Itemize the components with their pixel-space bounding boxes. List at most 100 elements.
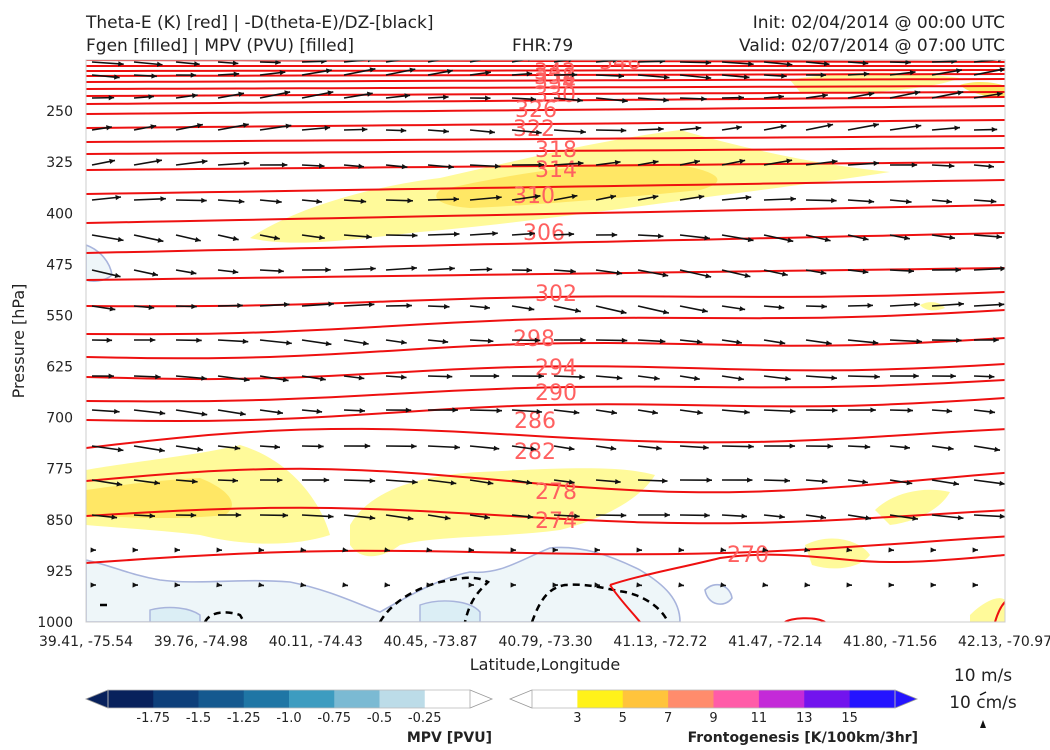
y-tick-label: 625	[46, 360, 73, 376]
wind-vector	[468, 582, 475, 588]
wind-vector-head	[114, 408, 120, 415]
wind-vector	[721, 409, 750, 415]
wind-vector-head	[401, 164, 408, 170]
wind-vector-shaft	[385, 60, 405, 63]
wind-vector-head	[366, 91, 373, 97]
wind-vector-head	[622, 98, 628, 104]
wind-vector	[133, 337, 156, 343]
wind-vector	[679, 305, 708, 314]
wind-vector-head	[174, 582, 180, 588]
wind-vector-head	[745, 194, 752, 201]
wind-vector-head	[370, 266, 376, 272]
wind-vector-head	[362, 340, 369, 346]
wind-vector	[217, 60, 239, 66]
wind-vector-head	[914, 90, 921, 96]
wind-vector-head	[115, 194, 122, 201]
wind-vector	[301, 301, 334, 307]
wind-vector-head	[191, 478, 198, 484]
wind-vector-head	[232, 269, 239, 275]
wind-vector-head	[117, 236, 124, 243]
wind-vector-head	[786, 158, 793, 164]
wind-vector-head	[697, 409, 703, 415]
wind-vector	[510, 582, 517, 588]
wind-vector	[636, 547, 643, 553]
wind-vector	[931, 445, 954, 451]
theta-e-label: 274	[535, 509, 577, 534]
colorbar-swatch	[108, 690, 154, 708]
wind-vector	[217, 71, 240, 77]
wind-vector	[721, 477, 753, 483]
wind-vector	[217, 477, 239, 484]
wind-vector-head	[328, 301, 334, 307]
theta-e-contour	[86, 96, 1005, 105]
wind-vector	[385, 407, 412, 413]
wind-vector-head	[659, 60, 666, 64]
theta-e-contour	[994, 601, 1005, 622]
mpv-region-minus-0.5	[149, 606, 201, 622]
wind-vector	[889, 162, 918, 168]
theta-e-label: 330	[534, 83, 576, 108]
theta-e-contour	[86, 161, 1005, 171]
wind-vector-head	[109, 306, 116, 312]
wind-vector-head	[652, 194, 659, 200]
wind-vector	[301, 125, 331, 131]
wind-vector	[301, 513, 334, 520]
wind-vector	[259, 512, 289, 518]
title-line-2: Fgen [filled] | MPV (PVU) [filled]	[86, 36, 355, 56]
wind-vector-head	[400, 339, 407, 345]
wind-vector	[553, 305, 581, 314]
wind-vector	[175, 337, 202, 343]
colorbar-swatch	[424, 690, 471, 708]
wind-vector-head	[538, 162, 544, 168]
wind-vector	[133, 479, 161, 486]
colorbar-title-mpv: MPV [PVU]	[407, 730, 492, 746]
wind-vector	[468, 547, 475, 553]
wind-vector	[301, 267, 331, 273]
wind-vector	[469, 407, 503, 414]
wind-vector-head	[444, 515, 451, 521]
colorbar-title-frontogenesis: Frontogenesis [K/100km/3hr]	[688, 730, 918, 746]
colorbar-tick-label: 9	[709, 711, 717, 726]
wind-vector-head	[956, 337, 962, 343]
wind-vector	[217, 375, 250, 383]
wind-vector-head	[778, 94, 784, 100]
wind-vector	[175, 123, 204, 131]
wind-vector	[805, 478, 828, 484]
wind-vector-head	[748, 443, 754, 450]
wind-vector	[889, 301, 920, 308]
wind-vector-head	[216, 547, 222, 553]
wind-vector	[889, 514, 919, 521]
wind-vector-head	[487, 338, 494, 344]
wind-vector-head	[846, 582, 852, 588]
wind-vector-head	[342, 547, 348, 553]
wind-vector-head	[361, 126, 368, 133]
wind-vector	[385, 164, 408, 170]
wind-vector	[91, 373, 115, 379]
wind-vector	[385, 514, 414, 521]
colorbar-extend-right	[894, 689, 919, 709]
wind-vector	[721, 74, 750, 80]
wind-vector-head	[785, 375, 791, 382]
x-axis-ticks: 39.41, -75.54 39.76, -74.98 40.11, -74.43 4…	[39, 634, 1050, 650]
wind-vector	[553, 97, 583, 103]
wind-vector	[847, 339, 879, 346]
wind-vector	[343, 126, 368, 133]
forecast-hour: FHR:79	[512, 36, 574, 56]
wind-vector	[301, 60, 327, 64]
wind-vector-head	[820, 72, 827, 78]
wind-vector	[469, 230, 498, 237]
wind-vector	[175, 269, 197, 276]
theta-e-contour	[86, 78, 1005, 83]
wind-vector-head	[831, 197, 837, 204]
wind-vector-head	[594, 582, 600, 588]
wind-vector-head	[820, 270, 827, 276]
wind-vector	[763, 443, 796, 449]
wind-vector-head	[827, 123, 834, 129]
wind-vector-head	[496, 195, 502, 201]
wind-vector	[889, 90, 921, 99]
wind-vector-head	[947, 445, 954, 451]
wind-vector	[259, 162, 288, 168]
wind-vector-head	[678, 547, 684, 553]
wind-vector-head	[116, 481, 123, 487]
wind-vector-head	[993, 337, 999, 343]
